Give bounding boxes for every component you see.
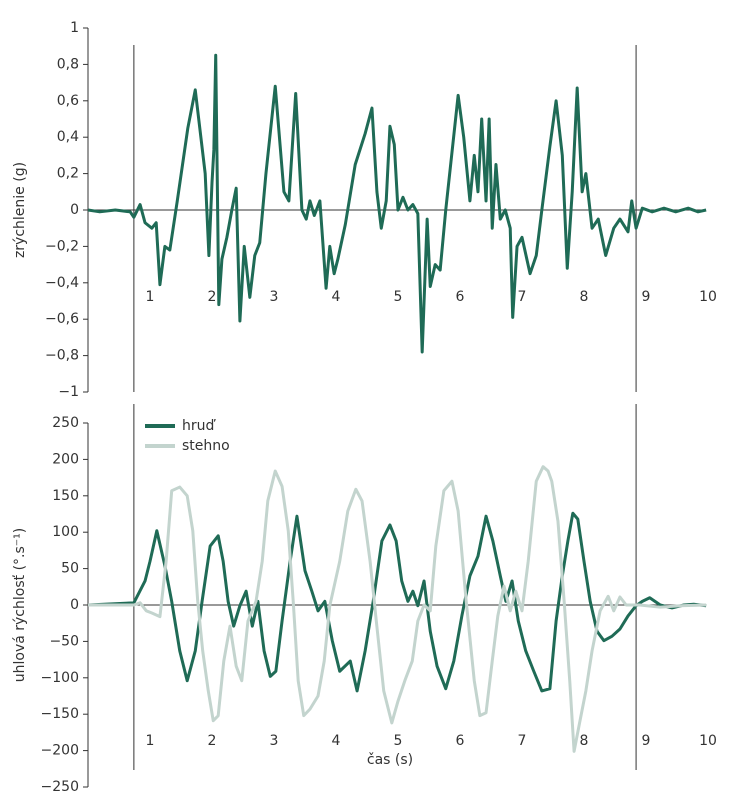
x-tick-label: 5 (394, 289, 403, 305)
x-tick-label: 3 (270, 733, 279, 749)
x-tick-label: 8 (580, 733, 589, 749)
legend-label: hruď (182, 418, 217, 434)
y-tick-label: −100 (41, 670, 79, 686)
x-tick-label: 2 (208, 289, 217, 305)
y-tick-label: −50 (49, 633, 79, 649)
y-tick-label: 0 (70, 597, 79, 613)
x-tick-label: 7 (518, 733, 527, 749)
x-tick-label: 4 (332, 733, 341, 749)
legend-label: stehno (182, 438, 230, 454)
y-tick-label: −0,8 (45, 348, 79, 364)
y-tick-label: 100 (52, 524, 79, 540)
y-tick-label: −250 (41, 779, 79, 795)
y-tick-label: 50 (61, 561, 79, 577)
y-axis-title: zrýchlenie (g) (12, 162, 28, 258)
y-tick-label: −0,4 (45, 275, 79, 291)
y-tick-label: 250 (52, 415, 79, 431)
y-axis-title: uhlová rýchlosť (°.s⁻¹) (12, 528, 28, 683)
x-tick-label: 7 (518, 289, 527, 305)
x-tick-label: 10 (699, 733, 717, 749)
x-tick-label: 6 (456, 733, 465, 749)
y-tick-label: 0,8 (57, 56, 79, 72)
x-tick-label: 6 (456, 289, 465, 305)
series-line (88, 465, 707, 753)
x-tick-label: 4 (332, 289, 341, 305)
x-tick-label: 5 (394, 733, 403, 749)
x-tick-label: 3 (270, 289, 279, 305)
y-tick-label: −200 (41, 743, 79, 759)
y-tick-label: 0,4 (57, 129, 79, 145)
x-tick-label: 8 (580, 289, 589, 305)
series-line (87, 53, 707, 354)
y-tick-label: 150 (52, 488, 79, 504)
x-tick-label: 1 (146, 289, 155, 305)
x-tick-label: 9 (642, 289, 651, 305)
x-axis-title: čas (s) (367, 752, 413, 768)
y-tick-label: −0,2 (45, 238, 79, 254)
y-tick-label: 0,2 (57, 166, 79, 182)
y-tick-label: 0,6 (57, 93, 79, 109)
x-tick-label: 2 (208, 733, 217, 749)
y-tick-label: −150 (41, 706, 79, 722)
y-tick-label: −0,6 (45, 311, 79, 327)
x-tick-label: 9 (642, 733, 651, 749)
x-tick-label: 1 (146, 733, 155, 749)
y-tick-label: 1 (70, 20, 79, 36)
y-tick-label: −1 (58, 384, 79, 400)
series-line (87, 511, 707, 693)
y-tick-label: 0 (70, 202, 79, 218)
y-tick-label: 200 (52, 451, 79, 467)
x-tick-label: 10 (699, 289, 717, 305)
